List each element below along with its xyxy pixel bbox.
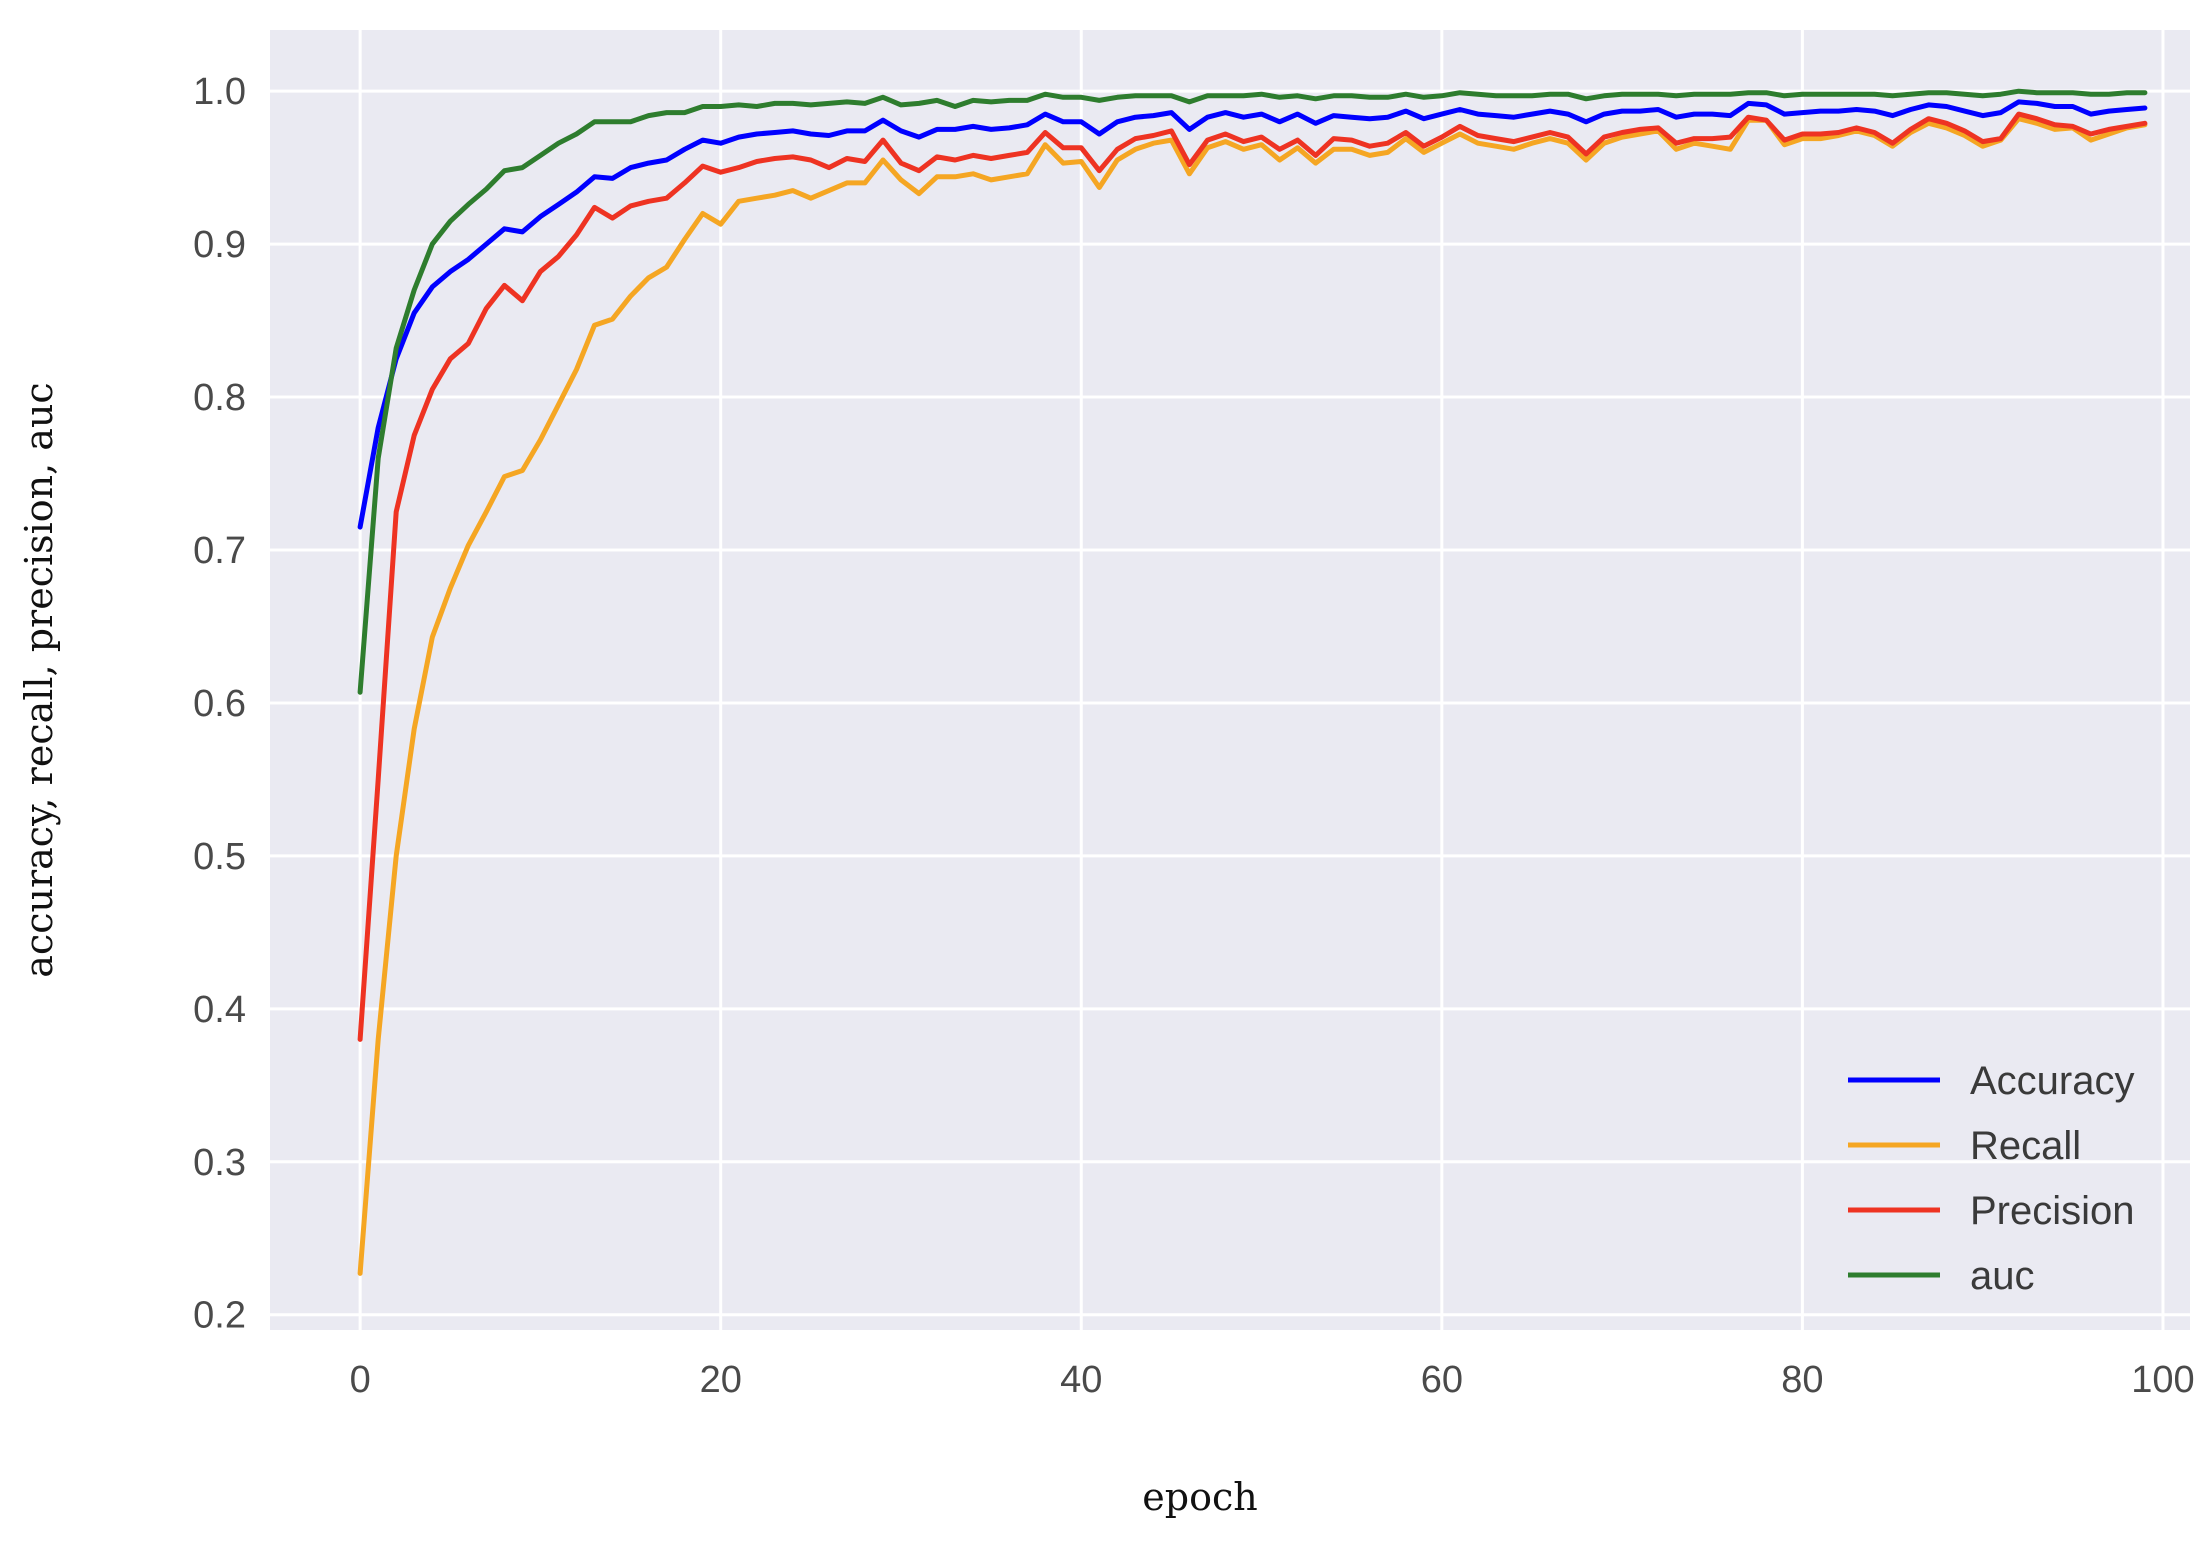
y-tick-label: 1.0: [193, 71, 246, 113]
x-tick-label: 100: [2131, 1359, 2194, 1401]
y-tick-label: 0.9: [193, 224, 246, 266]
legend-label-precision: Precision: [1970, 1189, 2135, 1233]
plot-background: [270, 30, 2190, 1330]
x-tick-label: 80: [1781, 1359, 1823, 1401]
grid-lines: [270, 30, 2190, 1330]
y-tick-label: 0.4: [193, 989, 246, 1031]
x-tick-label: 0: [350, 1359, 371, 1401]
y-tick-label: 0.8: [193, 377, 246, 419]
x-axis-ticks: 0 20 40 60 80 100: [350, 1359, 2195, 1401]
y-axis-ticks: 0.2 0.3 0.4 0.5 0.6 0.7 0.8 0.9 1.0: [193, 71, 246, 1337]
x-tick-label: 40: [1060, 1359, 1102, 1401]
y-tick-label: 0.6: [193, 683, 246, 725]
legend-label-recall: Recall: [1970, 1124, 2081, 1168]
x-tick-label: 20: [700, 1359, 742, 1401]
legend: Accuracy Recall Precision auc: [1848, 1059, 2135, 1298]
legend-label-accuracy: Accuracy: [1970, 1059, 2135, 1103]
y-tick-label: 0.7: [193, 530, 246, 572]
series-layer: [357, 88, 2148, 1276]
y-tick-label: 0.2: [193, 1295, 246, 1337]
x-tick-label: 60: [1421, 1359, 1463, 1401]
y-tick-label: 0.3: [193, 1142, 246, 1184]
y-tick-label: 0.5: [193, 836, 246, 878]
series-line-precision: [357, 111, 2148, 1042]
series-line-auc: [357, 88, 2148, 695]
x-axis-title: epoch: [1142, 1475, 1257, 1519]
legend-label-auc: auc: [1970, 1254, 2035, 1298]
series-line-accuracy: [357, 99, 2148, 530]
series-line-recall: [357, 116, 2148, 1276]
y-axis-title: accuracy, recall, precision, auc: [17, 382, 61, 977]
